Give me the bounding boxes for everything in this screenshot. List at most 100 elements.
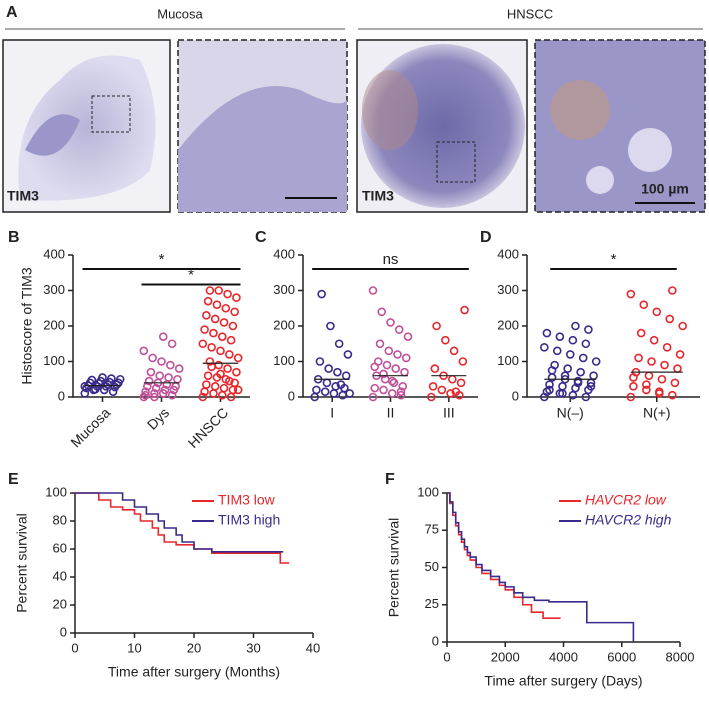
dot (324, 364, 333, 373)
x-tick-label: Dys (144, 404, 172, 432)
dot (214, 286, 224, 295)
dot (221, 303, 231, 313)
dot (568, 335, 578, 345)
dot (657, 374, 667, 384)
y-tick-label: 300 (43, 282, 65, 297)
y-tick-label: 200 (497, 317, 519, 332)
dot (451, 387, 461, 396)
y-axis-title: Histoscore of TIM3 (19, 267, 35, 384)
dot (141, 390, 150, 400)
dot (586, 382, 596, 391)
x-tick-label: 8000 (666, 649, 695, 664)
dot (216, 369, 225, 379)
dot (387, 376, 397, 386)
dot (629, 382, 638, 391)
y-tick-label: 0 (288, 388, 295, 403)
scale-bar-label: 100 µm (641, 181, 689, 197)
dot (568, 390, 578, 400)
dot (202, 311, 211, 320)
dot (144, 376, 154, 386)
dot (626, 392, 636, 402)
y-tick-label: 300 (497, 282, 519, 297)
dot (210, 382, 220, 391)
dot (115, 374, 125, 384)
y-tick-label: 100 (43, 353, 65, 368)
y-tick-label: 20 (53, 596, 67, 611)
y-tick-label: 0 (60, 624, 67, 639)
dot (581, 339, 591, 349)
micrograph (2, 39, 171, 213)
x-tick-label: 0 (443, 649, 450, 664)
axis-line (526, 255, 700, 398)
micrograph (534, 39, 706, 213)
dot (334, 339, 344, 349)
dot (545, 380, 554, 389)
y-tick-label: 0 (58, 388, 65, 403)
dot (198, 339, 208, 349)
dot (80, 382, 90, 391)
y-tick-label: 40 (53, 568, 67, 583)
y-axis-title: Percent survival (14, 513, 30, 613)
stain-label: TIM3 (7, 188, 39, 204)
dot (333, 367, 342, 377)
dot (205, 286, 215, 295)
y-tick-label: 200 (273, 317, 295, 332)
dot (441, 335, 450, 345)
dot (198, 392, 208, 402)
dot (449, 346, 459, 356)
dot (396, 390, 406, 400)
dot (341, 371, 351, 381)
x-tick-label: 10 (127, 640, 141, 655)
dot (432, 321, 441, 331)
dot (167, 390, 177, 400)
dot (223, 364, 232, 373)
dot (173, 374, 182, 384)
dot (228, 321, 238, 331)
dot (209, 328, 218, 338)
dot (202, 380, 211, 389)
dot (670, 378, 680, 388)
dot (576, 367, 585, 377)
dot (396, 387, 406, 396)
dot (584, 325, 593, 334)
dot (379, 385, 388, 395)
panel-label: C (255, 229, 267, 246)
dot (345, 389, 354, 398)
dot (377, 307, 387, 317)
stain-label: TIM3 (362, 188, 394, 204)
dot (563, 364, 572, 373)
dot (232, 293, 241, 302)
micrograph (177, 39, 348, 213)
panel-label: A (6, 4, 18, 21)
dot (375, 339, 385, 349)
x-tick-label: Mucosa (67, 404, 113, 450)
dot (87, 375, 97, 385)
dot (446, 389, 455, 398)
dot (210, 314, 220, 324)
x-tick-label: 20 (187, 640, 201, 655)
dot (155, 371, 165, 381)
dot (343, 350, 353, 359)
dot (167, 339, 177, 349)
x-tick-label: 40 (306, 640, 320, 655)
dot (370, 362, 380, 372)
panel-label: D (480, 229, 492, 246)
dot (401, 353, 411, 363)
dot (219, 383, 229, 393)
dot (555, 332, 565, 341)
y-tick-label: 0 (512, 388, 519, 403)
x-axis-title: Time after surgery (Days) (484, 673, 642, 689)
dot (642, 380, 651, 389)
dot (317, 289, 326, 299)
dot (389, 378, 399, 388)
dot (542, 328, 552, 338)
dot (382, 360, 392, 370)
dot (217, 332, 227, 341)
dot (460, 305, 469, 315)
dot (312, 385, 321, 395)
dot (158, 332, 168, 341)
dot (629, 373, 638, 382)
dot (647, 357, 656, 366)
dot (150, 389, 159, 398)
dot (552, 346, 562, 356)
